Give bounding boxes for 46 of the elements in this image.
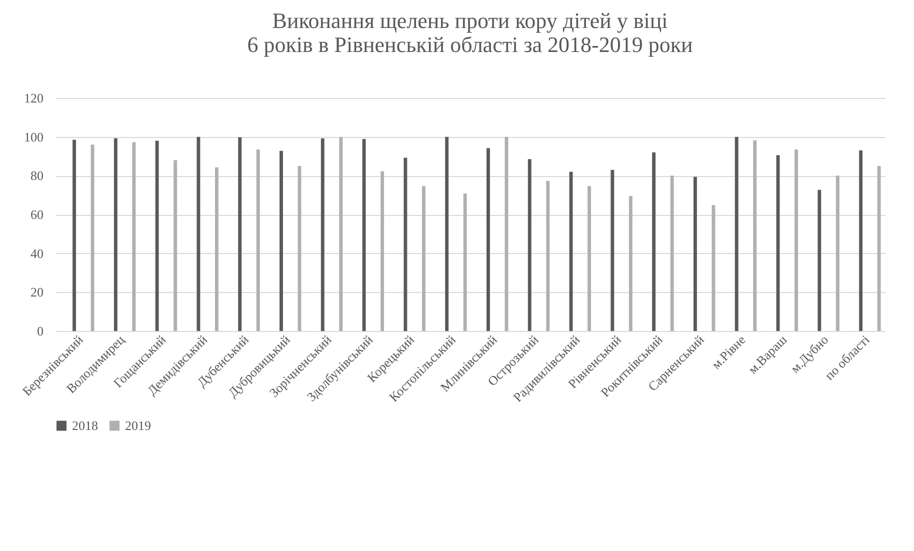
y-tick-label: 0	[37, 324, 44, 338]
y-tick-label: 60	[30, 207, 44, 222]
y-tick-label: 120	[24, 90, 44, 106]
bar	[174, 160, 178, 331]
bar	[670, 176, 674, 331]
bar	[588, 186, 592, 331]
bar	[528, 159, 532, 331]
bar	[818, 190, 822, 331]
bar	[569, 172, 573, 331]
bar	[693, 176, 697, 331]
y-tick-label: 80	[30, 168, 44, 184]
bar	[422, 186, 426, 331]
bar	[114, 138, 118, 331]
bar	[155, 140, 159, 331]
bar	[380, 171, 384, 331]
chart-title: Виконання щелень проти кору дітей у віці 6 років в Рівненській області за 2018-2019 роки	[247, 8, 694, 57]
bar	[877, 166, 881, 331]
bar	[132, 142, 136, 331]
bar	[836, 176, 840, 331]
bar	[320, 138, 324, 331]
y-tick-label: 100	[24, 129, 44, 144]
bar	[72, 140, 76, 331]
legend-label: 2019	[125, 418, 151, 433]
bar	[238, 137, 242, 331]
bar	[546, 180, 550, 331]
bar	[214, 167, 218, 331]
bar	[734, 136, 738, 331]
bar	[339, 136, 343, 331]
y-tick-label: 40	[30, 246, 44, 261]
bar	[628, 196, 632, 331]
bar	[362, 138, 366, 331]
bar	[486, 148, 490, 331]
bar	[652, 152, 656, 331]
bar	[404, 158, 408, 331]
bar	[196, 136, 200, 331]
bar	[463, 194, 467, 331]
y-tick-label: 20	[30, 284, 44, 300]
bar	[859, 150, 863, 331]
bar	[794, 149, 798, 331]
bar	[90, 144, 94, 331]
legend-label: 2018	[72, 418, 98, 433]
bar	[610, 170, 614, 331]
bar	[753, 140, 757, 331]
bar	[280, 150, 283, 331]
bar	[256, 149, 260, 331]
bar	[445, 136, 449, 331]
